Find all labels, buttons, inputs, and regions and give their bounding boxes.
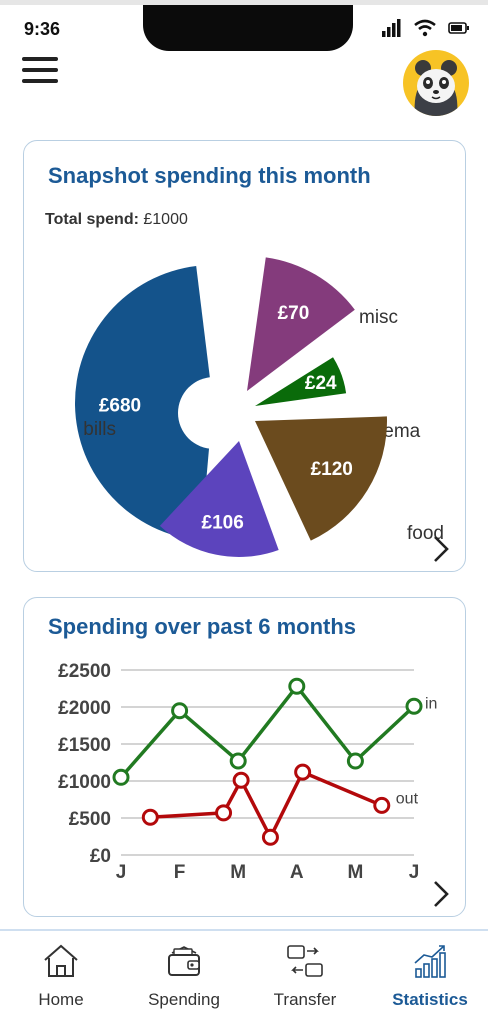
pie-center-hole (178, 377, 250, 449)
series-line-in (119, 684, 416, 779)
pie-slice-car[interactable] (159, 441, 279, 557)
nav-label: Spending (148, 990, 220, 1009)
pie-value-label: £680 (99, 396, 141, 417)
pie-category-label: food (407, 523, 444, 544)
nav-label: Transfer (273, 990, 337, 1009)
pie-value-label: £24 (305, 373, 337, 394)
camera-notch (143, 5, 353, 51)
total-spend: Total spend: £1000 (45, 211, 188, 229)
total-spend-value: £1000 (143, 211, 188, 228)
statistics-icon (414, 945, 446, 978)
nav-transfer[interactable]: Transfer (255, 943, 355, 1010)
battery-icon (448, 22, 469, 34)
data-point[interactable] (346, 752, 364, 770)
x-tick-label: M (347, 862, 363, 883)
nav-label: Statistics (392, 990, 468, 1009)
data-point[interactable] (288, 677, 306, 695)
x-tick-label: F (174, 862, 186, 883)
total-spend-label: Total spend: (45, 211, 139, 228)
status-bar: 9:36 (0, 5, 488, 51)
status-time: 9:36 (24, 19, 61, 39)
series-line-out (150, 770, 383, 839)
y-tick-label: £2500 (58, 661, 111, 682)
top-strip (0, 0, 488, 5)
nav-spending[interactable]: Spending (134, 943, 234, 1010)
spending-history-card: Spending over past 6 months £2500 £2000 £1… (23, 597, 466, 917)
spending-snapshot-card: Snapshot spending this month Total spend… (23, 140, 466, 572)
pie-value-label: £120 (311, 459, 353, 480)
pie-slice-cinema[interactable] (255, 357, 347, 406)
wifi-icon (414, 19, 436, 37)
y-tick-label: £0 (90, 846, 111, 867)
data-point[interactable] (373, 796, 391, 814)
nav-home[interactable]: Home (11, 943, 111, 1010)
data-point[interactable] (405, 697, 423, 715)
x-tick-label: J (116, 862, 127, 883)
series-label: out (396, 790, 419, 807)
pie-slice-bills[interactable] (75, 266, 213, 541)
y-tick-label: £500 (69, 809, 111, 830)
data-point[interactable] (171, 702, 189, 720)
card-title: Spending over past 6 months (48, 614, 357, 639)
home-icon (44, 944, 78, 977)
signal-icon (382, 19, 401, 37)
pie-category-label: bills (83, 419, 116, 440)
chevron-right-icon[interactable] (429, 533, 453, 565)
nav-label: Home (38, 990, 84, 1009)
x-tick-label: J (409, 862, 420, 883)
chevron-right-icon[interactable] (429, 878, 453, 910)
y-tick-label: £1500 (58, 735, 111, 756)
panda-avatar-icon (414, 60, 458, 116)
data-point[interactable] (112, 768, 130, 786)
series-label: in (425, 695, 437, 712)
x-tick-label: M (230, 862, 246, 883)
pie-value-label: £70 (278, 303, 310, 324)
data-point[interactable] (294, 763, 312, 781)
data-point[interactable] (215, 804, 233, 822)
menu-icon[interactable] (22, 57, 58, 87)
data-point[interactable] (141, 808, 159, 826)
data-point[interactable] (232, 771, 250, 789)
nav-statistics[interactable]: Statistics (380, 943, 480, 1010)
bottom-nav: Home Spending Transfer Statistics (0, 929, 488, 1029)
y-tick-label: £1000 (58, 772, 111, 793)
wallet-icon (168, 946, 200, 976)
card-title: Snapshot spending this month (48, 163, 371, 188)
pie-slice-misc[interactable] (247, 257, 355, 391)
x-tick-label: A (290, 862, 304, 883)
y-tick-label: £2000 (58, 698, 111, 719)
transfer-icon (287, 945, 323, 977)
data-point[interactable] (261, 828, 279, 846)
pie-value-label: £106 (202, 512, 244, 533)
status-icons (382, 19, 470, 37)
avatar[interactable] (403, 50, 469, 116)
pie-slice-food[interactable] (255, 416, 387, 541)
data-point[interactable] (229, 752, 247, 770)
pie-category-label: misc (359, 307, 398, 328)
